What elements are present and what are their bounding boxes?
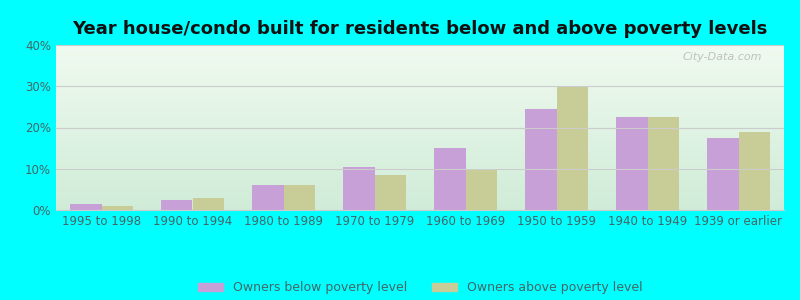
Bar <box>434 148 466 210</box>
Bar <box>283 185 315 210</box>
Bar <box>252 185 283 210</box>
Bar <box>738 132 770 210</box>
Text: City-Data.com: City-Data.com <box>682 52 762 61</box>
Title: Year house/condo built for residents below and above poverty levels: Year house/condo built for residents bel… <box>72 20 768 38</box>
Bar <box>342 167 374 210</box>
Bar <box>616 117 647 210</box>
Bar <box>102 206 134 210</box>
Bar <box>70 204 102 210</box>
Bar <box>557 86 588 210</box>
Legend: Owners below poverty level, Owners above poverty level: Owners below poverty level, Owners above… <box>193 277 647 299</box>
Bar <box>466 169 498 210</box>
Bar <box>525 109 557 210</box>
Bar <box>706 138 738 210</box>
Bar <box>374 175 406 210</box>
Bar <box>193 198 224 210</box>
Bar <box>647 117 679 210</box>
Bar <box>161 200 193 210</box>
